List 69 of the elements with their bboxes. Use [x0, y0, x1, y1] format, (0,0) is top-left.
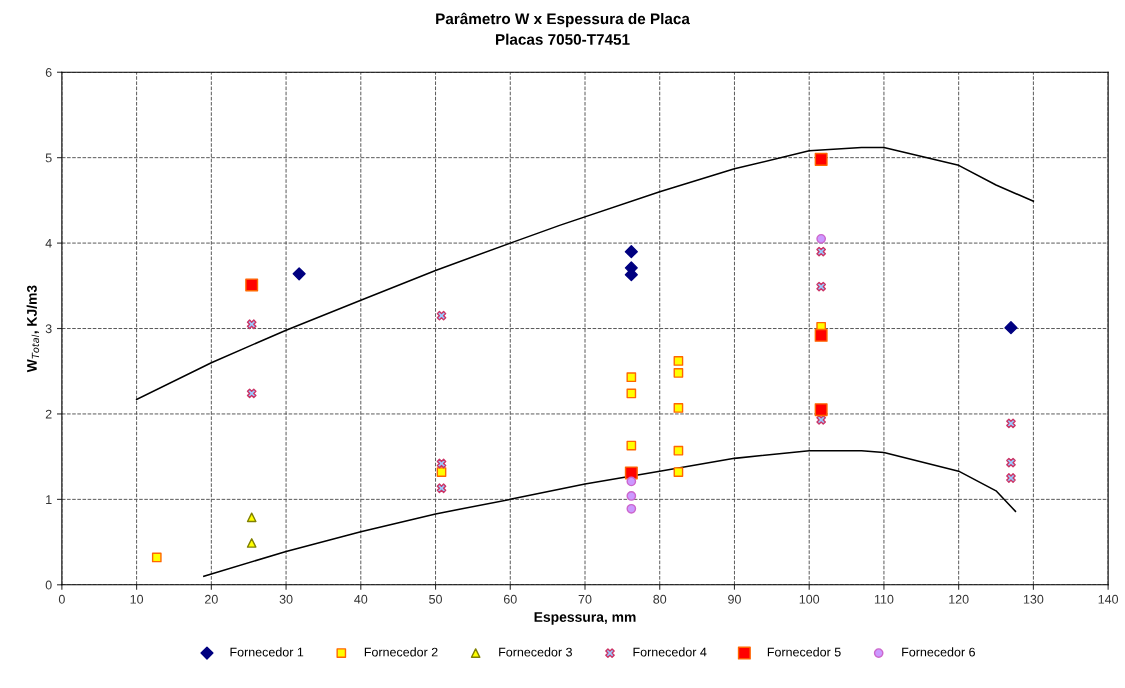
point — [436, 467, 447, 477]
point — [1006, 418, 1016, 429]
x-axis-title: Espessura, mm — [534, 612, 636, 625]
line-series — [203, 449, 1017, 578]
y-tick-label: 6 — [45, 68, 52, 77]
chart-subtitle: Placas 7050-T7451 — [496, 33, 630, 45]
point — [436, 458, 447, 469]
point — [246, 538, 257, 548]
y-tick-label: 5 — [45, 153, 52, 163]
x-tick-label: 80 — [653, 594, 667, 604]
x-tick-label: 130 — [1023, 594, 1044, 604]
y-tick-label: 2 — [45, 409, 52, 419]
point — [624, 245, 638, 259]
x-tick-label: 110 — [874, 594, 894, 604]
y-tick-label: 0 — [45, 580, 52, 590]
point — [246, 388, 257, 399]
line-series — [135, 146, 1035, 401]
point — [292, 267, 306, 281]
point — [816, 281, 827, 292]
y-tick-label: 1 — [46, 495, 52, 504]
point — [436, 483, 447, 494]
point — [814, 152, 828, 166]
legend-label: Fornecedor 4 — [633, 647, 707, 657]
point — [624, 466, 638, 480]
point — [673, 403, 684, 413]
point — [1006, 457, 1016, 468]
point — [1006, 473, 1016, 483]
point — [245, 278, 259, 292]
point — [626, 388, 637, 399]
point — [1004, 321, 1018, 335]
y-tick-label: 4 — [45, 239, 52, 248]
point — [151, 552, 162, 563]
point — [626, 491, 637, 501]
x-tick-label: 20 — [205, 594, 218, 604]
point — [814, 328, 828, 342]
chart-title: Parâmetro W x Espessura de Placa — [436, 12, 690, 28]
point — [626, 440, 637, 451]
point — [816, 233, 827, 244]
x-tick-label: 10 — [130, 594, 144, 604]
x-tick-label: 60 — [503, 594, 517, 604]
point — [816, 415, 827, 425]
x-tick-label: 30 — [279, 594, 293, 604]
x-tick-label: 120 — [949, 594, 969, 604]
legend-label: Fornecedor 6 — [902, 647, 975, 657]
x-tick-label: 40 — [354, 594, 368, 604]
point — [816, 246, 827, 257]
legend-label: Fornecedor 1 — [230, 647, 304, 657]
point — [436, 310, 447, 321]
point — [626, 503, 637, 514]
point — [673, 356, 684, 366]
x-tick-label: 50 — [429, 594, 442, 604]
point — [814, 403, 828, 417]
legend-label: Fornecedor 2 — [364, 647, 438, 657]
point — [673, 368, 684, 378]
legend-label: Fornecedor 3 — [499, 647, 572, 657]
x-tick-label: 0 — [58, 594, 65, 604]
point — [673, 467, 684, 477]
y-axis-title: W$_{Total}$, KJ/m3 — [26, 285, 40, 373]
x-tick-label: 100 — [799, 594, 820, 604]
x-tick-label: 140 — [1098, 594, 1119, 604]
point — [246, 319, 257, 330]
x-tick-label: 90 — [728, 594, 741, 604]
y-tick-label: 3 — [45, 324, 52, 334]
point — [673, 445, 684, 456]
point — [626, 372, 637, 383]
point — [246, 512, 257, 523]
x-tick-label: 70 — [578, 594, 592, 604]
legend-label: Fornecedor 5 — [767, 647, 841, 657]
point — [626, 476, 637, 487]
